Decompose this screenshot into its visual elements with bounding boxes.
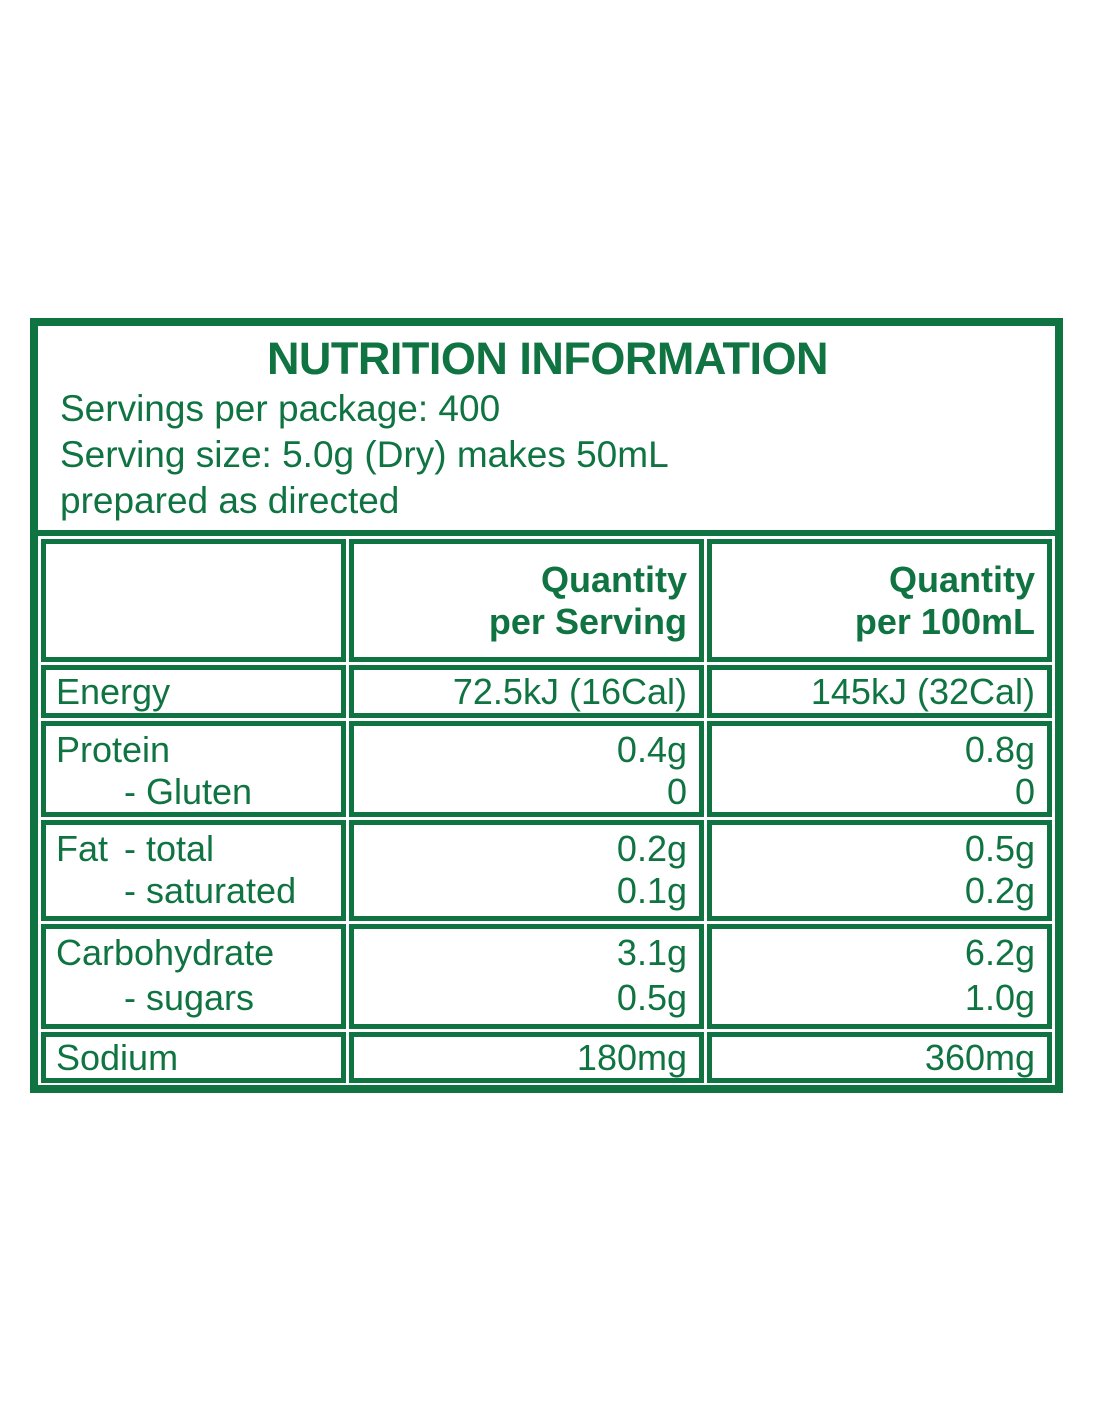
column-header-per-100ml-line2: per 100mL <box>854 600 1035 642</box>
protein-label-text: Protein <box>56 729 171 770</box>
fat-saturated-label-line: - saturated <box>56 870 341 912</box>
fat-saturated-per-serving: 0.1g <box>616 870 687 911</box>
column-header-per-100ml: Quantity per 100mL <box>707 539 1052 662</box>
row-sodium-per-serving-value: 180mg <box>349 1032 704 1083</box>
fat-total-per-serving: 0.2g <box>616 828 687 869</box>
sugars-label-line: - sugars <box>56 977 341 1019</box>
sodium-per-100ml: 360mg <box>924 1036 1035 1078</box>
row-protein-label: Protein - Gluten <box>41 721 346 817</box>
serving-size-continued: prepared as directed <box>60 480 400 521</box>
column-header-per-serving: Quantity per Serving <box>349 539 704 662</box>
gluten-per-serving: 0 <box>666 771 687 812</box>
servings-per-package: Servings per package: 400 <box>60 388 501 429</box>
fat-saturated-label-text: - saturated <box>124 870 297 911</box>
column-header-per-100ml-line1: Quantity <box>888 558 1035 600</box>
sugars-per-serving: 0.5g <box>616 977 687 1018</box>
protein-per-100ml: 0.8g <box>964 729 1035 770</box>
row-protein-per-serving-value: 0.4g 0 <box>349 721 704 817</box>
fat-saturated-per-100ml: 0.2g <box>964 870 1035 911</box>
row-carbohydrate-per-100ml-value: 6.2g 1.0g <box>707 924 1052 1029</box>
sodium-label-text: Sodium <box>56 1036 179 1078</box>
row-fat-per-serving-value: 0.2g 0.1g <box>349 820 704 921</box>
energy-per-100ml: 145kJ (32Cal) <box>810 670 1035 712</box>
row-fat-label: Fat - total - saturated <box>41 820 346 921</box>
row-sodium-label: Sodium <box>41 1032 346 1083</box>
sodium-per-serving: 180mg <box>576 1036 687 1078</box>
sugars-label-text: - sugars <box>124 977 255 1018</box>
column-header-empty <box>41 539 346 662</box>
fat-total-label-text: - total <box>124 828 215 869</box>
energy-per-serving: 72.5kJ (16Cal) <box>452 670 687 712</box>
row-sodium-per-100ml-value: 360mg <box>707 1032 1052 1083</box>
row-carbohydrate-per-serving-value: 3.1g 0.5g <box>349 924 704 1029</box>
row-carbohydrate-label: Carbohydrate - sugars <box>41 924 346 1029</box>
serving-size: Serving size: 5.0g (Dry) makes 50mL <box>60 434 669 475</box>
carbohydrate-label-text: Carbohydrate <box>56 932 275 973</box>
panel-header: NUTRITION INFORMATION Servings per packa… <box>38 326 1055 536</box>
row-energy-per-100ml-value: 145kJ (32Cal) <box>707 665 1052 718</box>
nutrition-information-panel: NUTRITION INFORMATION Servings per packa… <box>30 318 1063 1093</box>
row-energy-per-serving-value: 72.5kJ (16Cal) <box>349 665 704 718</box>
column-header-per-serving-line1: Quantity <box>540 558 687 600</box>
fat-label-text: Fat <box>56 828 109 869</box>
carbohydrate-per-serving: 3.1g <box>616 932 687 973</box>
fat-total-label-line: Fat - total <box>56 828 341 870</box>
column-header-per-serving-line2: per Serving <box>488 600 687 642</box>
panel-title: NUTRITION INFORMATION <box>266 333 829 384</box>
gluten-label-line: - Gluten <box>56 771 341 812</box>
nutrition-table: Quantity per Serving Quantity per 100mL … <box>38 536 1055 1086</box>
carbohydrate-per-100ml: 6.2g <box>964 932 1035 973</box>
sugars-per-100ml: 1.0g <box>964 977 1035 1018</box>
row-energy-label-text: Energy <box>56 670 171 712</box>
fat-total-per-100ml: 0.5g <box>964 828 1035 869</box>
row-protein-per-100ml-value: 0.8g 0 <box>707 721 1052 817</box>
row-energy-label: Energy <box>41 665 346 718</box>
gluten-label-text: - Gluten <box>124 771 253 812</box>
protein-per-serving: 0.4g <box>616 729 687 770</box>
row-fat-per-100ml-value: 0.5g 0.2g <box>707 820 1052 921</box>
gluten-per-100ml: 0 <box>1014 771 1035 812</box>
